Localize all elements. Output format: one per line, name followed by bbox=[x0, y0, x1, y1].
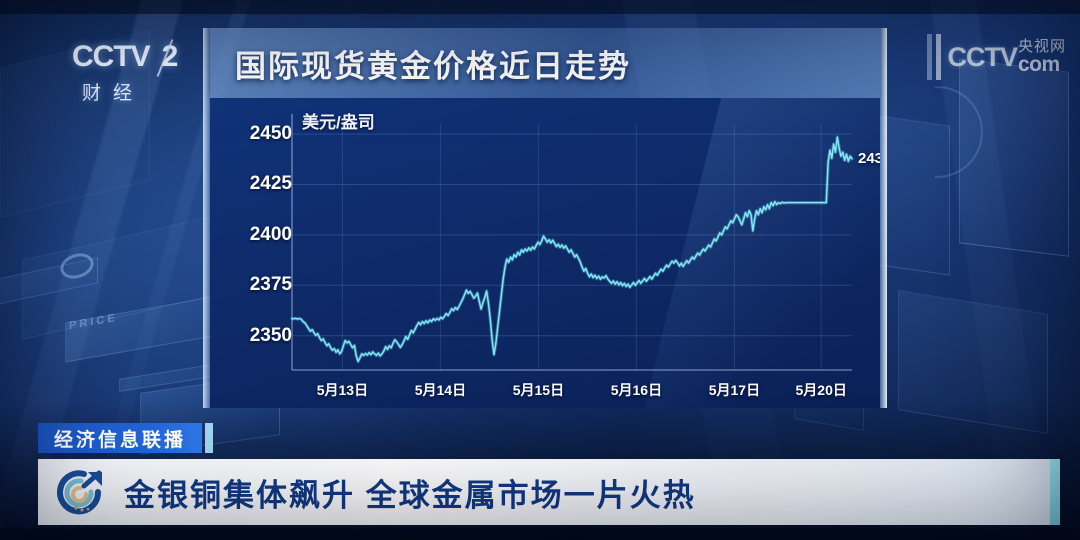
set-panel bbox=[959, 58, 1070, 257]
channel-name: 财经 bbox=[82, 83, 145, 104]
y-axis-tick-label: 2375 bbox=[249, 274, 292, 296]
circular-arrow-icon bbox=[54, 466, 110, 518]
channel-number: 2 bbox=[161, 40, 179, 73]
headline-text: 金银铜集体飙升 全球金属市场一片火热 bbox=[124, 477, 696, 513]
panel-right-rail bbox=[880, 28, 887, 408]
headline-banner-cap bbox=[1050, 459, 1060, 525]
cctv-com-watermark: CCTV 央视网 com bbox=[927, 34, 1066, 80]
panel-left-rail bbox=[203, 28, 210, 408]
x-axis-tick-label: 5月15日 bbox=[512, 382, 565, 398]
price-line-chart bbox=[290, 114, 854, 371]
program-name-text: 经济信息联播 bbox=[54, 429, 187, 451]
program-badge-cap bbox=[205, 423, 214, 453]
chart-unit-label: 美元/盎司 bbox=[302, 113, 375, 132]
x-axis-tick-label: 5月16日 bbox=[610, 382, 663, 398]
x-axis-tick-label: 5月13日 bbox=[316, 382, 369, 398]
watermark-com-text: com bbox=[1017, 53, 1060, 77]
watermark-bars-icon bbox=[927, 34, 942, 80]
headline-banner: 金银铜集体飙升 全球金属市场一片火热 bbox=[38, 459, 1060, 525]
x-axis-tick-label: 5月20日 bbox=[795, 382, 847, 398]
y-axis-tick-label: 2400 bbox=[249, 223, 292, 245]
chart-panel: 国际现货黄金价格近日走势 美元/盎司 2350 2375 2400 2425 2450 … bbox=[203, 28, 887, 408]
program-name-badge: 经济信息联播 bbox=[38, 423, 214, 453]
y-axis-tick-label: 2350 bbox=[249, 324, 292, 346]
page-title: 国际现货黄金价格近日走势 bbox=[235, 48, 631, 84]
watermark-cctv-text: CCTV bbox=[947, 41, 1017, 72]
watermark-cn-text: 央视网 bbox=[1017, 37, 1066, 55]
channel-logo: CCTV 2 财经 bbox=[72, 39, 204, 106]
y-axis-tick-label: 2450 bbox=[249, 123, 292, 145]
y-axis-labels: 2350 2375 2400 2425 2450 bbox=[210, 98, 292, 408]
channel-logo-text: CCTV bbox=[72, 40, 151, 73]
x-axis-tick-label: 5月17日 bbox=[708, 382, 761, 398]
chart-title-bar: 国际现货黄金价格近日走势 bbox=[210, 28, 880, 98]
y-axis-tick-label: 2425 bbox=[249, 173, 292, 195]
end-value-label: 2437.80 bbox=[858, 149, 880, 167]
letterbox-top bbox=[0, 0, 1080, 14]
chart-plot-area: 美元/盎司 2350 2375 2400 2425 2450 5月13日 5月14日 5月1… bbox=[210, 98, 880, 408]
x-axis-tick-label: 5月14日 bbox=[414, 382, 467, 398]
letterbox-bottom bbox=[0, 528, 1080, 540]
